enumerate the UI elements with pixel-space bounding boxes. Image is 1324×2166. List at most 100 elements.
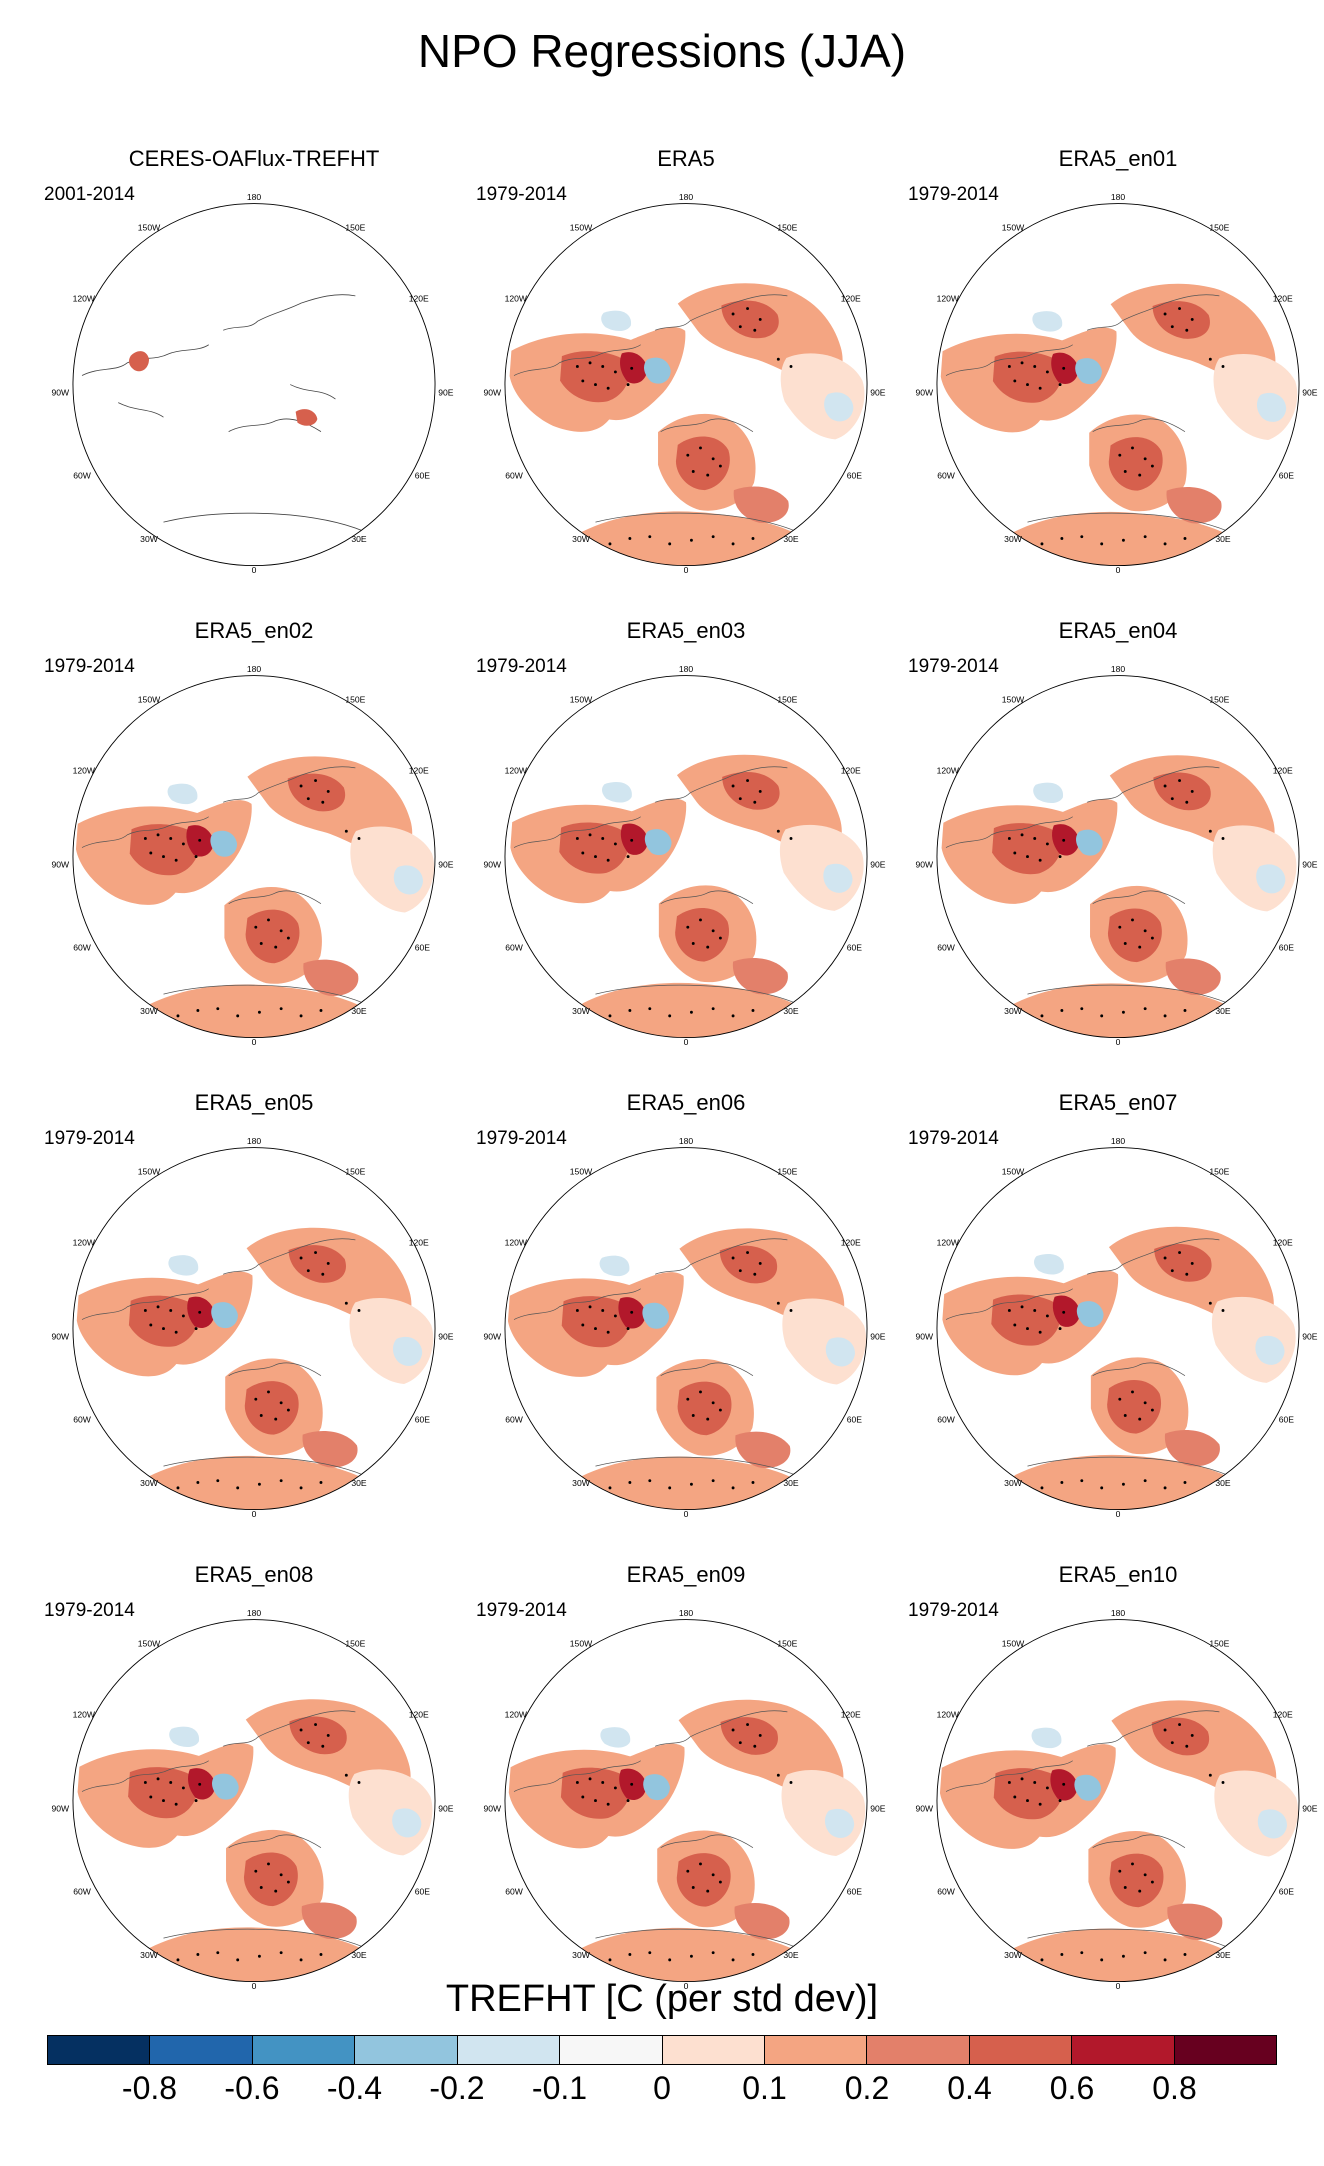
significance-dot: [1150, 936, 1154, 940]
longitude-label: 30W: [140, 534, 159, 544]
significance-dot: [1163, 542, 1167, 546]
siberia-core: [289, 1716, 347, 1755]
significance-dot: [699, 446, 702, 450]
significance-dot: [286, 936, 290, 940]
longitude-label: 0: [684, 1981, 689, 1991]
hudson-heat-core: [561, 1296, 632, 1348]
mideast-anomaly: [1166, 487, 1222, 524]
panel-title: ERA5: [657, 146, 715, 171]
panel-period: 1979-2014: [476, 1600, 567, 1621]
africa-anomaly: [144, 984, 366, 1038]
arctic-cold-patch: [644, 357, 671, 384]
significance-dot: [344, 829, 348, 833]
panel-period: 1979-2014: [44, 656, 135, 677]
significance-dot: [711, 1007, 715, 1011]
significance-dot: [1185, 328, 1189, 332]
significance-dot: [668, 1014, 672, 1018]
longitude-label: 120W: [73, 765, 96, 775]
map-field: [77, 1699, 433, 1982]
longitude-label: 150W: [1002, 1639, 1025, 1649]
significance-dot: [1007, 837, 1011, 840]
longitude-label: 60W: [937, 1887, 956, 1897]
significance-dot: [746, 1723, 749, 1726]
longitude-label: 0: [252, 565, 257, 575]
colorbar-segment: [457, 2036, 561, 2064]
colorbar-tick-label: 0.8: [1152, 2070, 1197, 2106]
longitude-label: 30E: [351, 1950, 367, 1960]
significance-dot: [613, 1786, 617, 1790]
significance-dot: [746, 779, 749, 782]
europe-core: [676, 1853, 731, 1907]
map-field: [75, 756, 435, 1038]
panel-title: ERA5_en02: [194, 618, 314, 643]
significance-dot: [1170, 325, 1174, 329]
significance-dot: [357, 837, 361, 840]
significance-dot: [606, 1802, 610, 1806]
significance-dot: [216, 1479, 220, 1483]
longitude-label: 60W: [937, 943, 956, 953]
significance-dot: [1163, 1486, 1167, 1490]
significance-dot: [1190, 789, 1194, 793]
arctic-cold-patch: [210, 830, 238, 857]
map-boundary: [936, 1147, 1300, 1511]
significance-dot: [257, 1010, 261, 1014]
significance-dot: [1178, 1723, 1181, 1726]
hudson-heat-core: [559, 822, 629, 874]
africa-anomaly: [579, 982, 801, 1038]
polar-map: 180 150E 120E 90E 60E 30E 0 30W 60W 90W 120W 150W: [915, 1608, 1317, 1991]
significance-dot: [1123, 470, 1127, 473]
significance-dot: [751, 1953, 755, 1956]
significance-dot: [706, 1417, 710, 1421]
significance-dot: [1080, 1479, 1084, 1483]
significance-dot: [689, 1482, 693, 1486]
significance-dot: [162, 1327, 165, 1331]
significance-dot: [776, 1773, 780, 1777]
significance-dot: [1163, 784, 1167, 788]
longitude-label: 120E: [409, 765, 429, 775]
significance-dot: [1020, 361, 1024, 365]
significance-dot: [1121, 1010, 1125, 1014]
longitude-label: 120W: [73, 1237, 96, 1247]
map-field: [942, 1226, 1296, 1510]
significance-dot: [1208, 1773, 1212, 1777]
coastline: [945, 294, 1236, 536]
significance-dot: [149, 1795, 153, 1799]
significance-dot: [1150, 1408, 1154, 1412]
longitude-label: 120E: [841, 1709, 861, 1719]
significance-dot: [1013, 1323, 1017, 1327]
significance-dot: [1062, 1310, 1066, 1314]
longitude-label: 150W: [570, 1639, 593, 1649]
map-boundary: [504, 203, 868, 567]
africa-anomaly: [577, 1927, 799, 1982]
significance-dot: [626, 383, 630, 387]
longitude-label: 30E: [783, 1950, 799, 1960]
hudson-heat-core: [560, 351, 630, 403]
longitude-label: 60E: [1279, 943, 1295, 953]
significance-dot: [753, 1744, 757, 1748]
longitude-label: 60E: [847, 1887, 863, 1897]
significance-dot: [689, 538, 693, 542]
arctic-cold-patch: [1076, 829, 1103, 856]
significance-dot: [1143, 535, 1147, 539]
siberia-core: [1153, 772, 1211, 811]
significance-dot: [1100, 1958, 1104, 1962]
siberia-core: [1154, 1243, 1212, 1282]
significance-dot: [1060, 537, 1064, 540]
significance-dot: [626, 1327, 630, 1331]
map-panel: CERES-OAFlux-TREFHT 2001-2014 180 150E 120E 9…: [44, 146, 464, 616]
colorbar-segment: [252, 2036, 356, 2064]
significance-dot: [691, 942, 695, 945]
colorbar-segment: [1072, 2036, 1175, 2064]
significance-dot: [194, 1327, 198, 1331]
significance-dot: [648, 1951, 652, 1955]
longitude-label: 120W: [937, 293, 960, 303]
longitude-label: 120E: [409, 1709, 429, 1719]
significance-dot: [1138, 945, 1142, 949]
africa-anomaly: [146, 1927, 368, 1982]
coastline: [513, 1238, 804, 1480]
coastline: [81, 1710, 372, 1952]
arctic-light-patch: [167, 783, 198, 805]
significance-dot: [588, 1305, 592, 1309]
significance-dot: [314, 779, 317, 782]
significance-dot: [758, 317, 762, 321]
